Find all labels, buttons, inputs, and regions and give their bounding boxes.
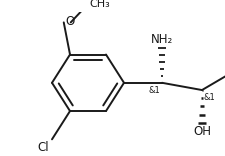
Text: CH₃: CH₃ <box>89 0 110 9</box>
Text: OH: OH <box>193 125 211 138</box>
Text: O: O <box>66 15 75 28</box>
Text: &1: &1 <box>148 86 160 95</box>
Text: Cl: Cl <box>37 141 49 154</box>
Text: NH₂: NH₂ <box>151 33 173 46</box>
Text: &1: &1 <box>203 93 215 102</box>
